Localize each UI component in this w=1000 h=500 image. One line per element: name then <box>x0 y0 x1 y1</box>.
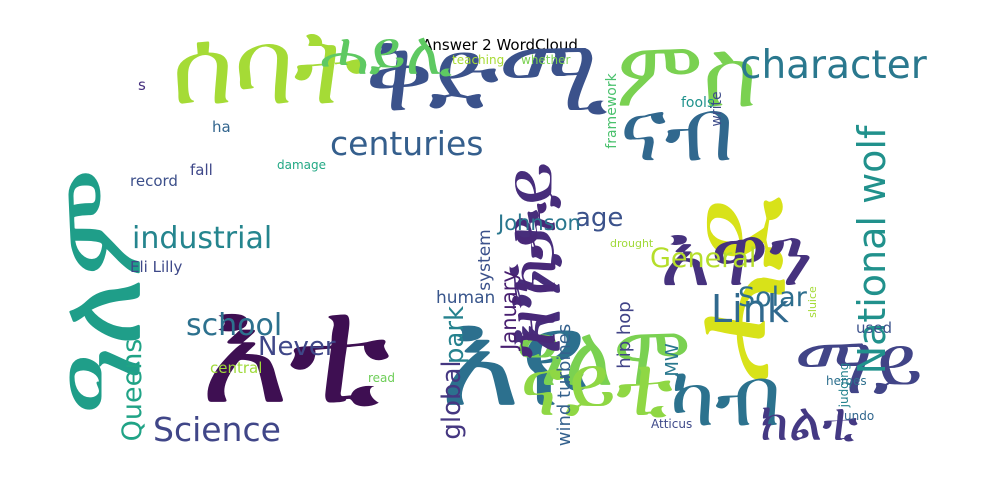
cloud-word: Link <box>711 287 789 331</box>
cloud-word: read <box>368 371 395 385</box>
cloud-word: ዝኸዱ <box>492 201 572 358</box>
cloud-word: Queens <box>117 339 148 442</box>
cloud-word: s <box>138 76 146 94</box>
cloud-word: school <box>186 308 282 343</box>
chart-title: Answer 2 WordCloud <box>422 36 578 54</box>
cloud-word: industrial <box>132 221 272 256</box>
cloud-word: ናይቲ <box>520 337 673 435</box>
cloud-word: global <box>437 360 467 439</box>
cloud-word: MW <box>662 343 683 377</box>
cloud-word: write <box>709 91 725 126</box>
cloud-word: wind turbines <box>554 324 575 446</box>
cloud-word: ማይ <box>795 319 923 413</box>
cloud-word: እዋን <box>660 207 813 306</box>
cloud-word: Never <box>258 332 336 362</box>
cloud-word: character <box>740 43 928 88</box>
cloud-word: ዓለም <box>31 169 168 416</box>
cloud-word: ዓለሞ <box>515 307 691 405</box>
cloud-word: teaching <box>452 53 504 67</box>
cloud-word: framework <box>604 72 620 148</box>
cloud-word: ቅድሚ <box>365 16 608 135</box>
cloud-word: used <box>856 319 892 337</box>
cloud-word: Johnson <box>496 211 581 235</box>
cloud-word: ሓደ <box>657 196 818 384</box>
cloud-word: ha <box>212 118 231 136</box>
cloud-word: hip hop <box>614 301 635 368</box>
cloud-word: ካብ <box>670 348 781 445</box>
cloud-word: ሓይሊ <box>320 19 452 89</box>
cloud-word: Science <box>153 410 281 449</box>
cloud-word: judging <box>837 363 851 409</box>
cloud-word: Solar <box>738 282 808 313</box>
cloud-word: sluice <box>806 286 819 318</box>
cloud-word: Eli Lilly <box>130 258 182 276</box>
cloud-word: centuries <box>330 124 483 163</box>
cloud-word: whether <box>521 53 570 67</box>
cloud-word: system <box>475 229 495 290</box>
cloud-word: drought <box>610 237 654 250</box>
cloud-word: damage <box>277 158 326 172</box>
cloud-word: እዩ <box>440 280 588 437</box>
cloud-word: park <box>440 306 470 364</box>
cloud-word: January <box>497 270 521 352</box>
cloud-word: heroes <box>826 374 867 388</box>
cloud-word: እንታይ <box>489 161 579 355</box>
cloud-word: እቲ <box>200 264 390 438</box>
cloud-word: National wolf <box>850 124 894 374</box>
cloud-word: General <box>650 243 756 274</box>
cloud-word: ክልቲ <box>760 392 858 453</box>
cloud-word: ምስ <box>616 20 757 128</box>
cloud-word: ሰባት <box>172 6 365 128</box>
cloud-word: undo <box>844 409 874 423</box>
cloud-word: central <box>210 359 262 377</box>
cloud-word: ናብ <box>620 79 734 181</box>
cloud-word: age <box>575 203 623 233</box>
cloud-word: fools <box>681 95 714 111</box>
cloud-word: Atticus <box>651 417 692 431</box>
cloud-word: fall <box>190 161 213 179</box>
cloud-word: human <box>436 288 495 308</box>
cloud-word: record <box>130 172 178 190</box>
